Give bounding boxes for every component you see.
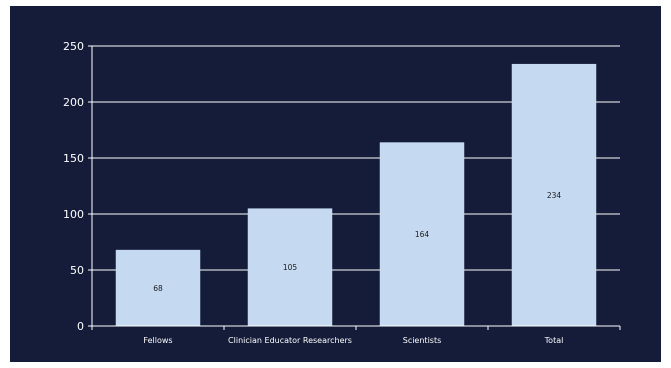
y-tick-label: 250	[63, 40, 84, 53]
bar-value-label: 164	[415, 230, 430, 239]
x-axis-labels: Fellows Clinician Educator Researchers Sci…	[91, 326, 621, 345]
chart-panel: 0 50 100 150 200 250 68 105 164 234 Fellows Clini…	[10, 6, 661, 362]
x-category-label: Scientists	[403, 336, 442, 345]
bar	[379, 142, 465, 326]
y-tick-label: 200	[63, 96, 84, 109]
x-category-label: Fellows	[143, 336, 172, 345]
x-category-label: Clinician Educator Researchers	[228, 336, 352, 345]
y-tick-label: 0	[77, 320, 84, 333]
y-tick-label: 150	[63, 152, 84, 165]
y-tick-label: 50	[70, 264, 84, 277]
bar-value-label: 234	[547, 191, 562, 200]
y-axis-ticks: 0 50 100 150 200 250	[63, 40, 92, 333]
bar-value-label: 105	[283, 263, 298, 272]
bar-chart: 0 50 100 150 200 250 68 105 164 234 Fellows Clini…	[63, 40, 621, 345]
y-tick-label: 100	[63, 208, 84, 221]
bar	[115, 249, 201, 326]
x-category-label: Total	[544, 336, 564, 345]
bar	[511, 63, 597, 327]
bar	[247, 208, 333, 326]
bar-value-label: 68	[153, 284, 163, 293]
bars: 68 105 164 234	[115, 63, 597, 327]
